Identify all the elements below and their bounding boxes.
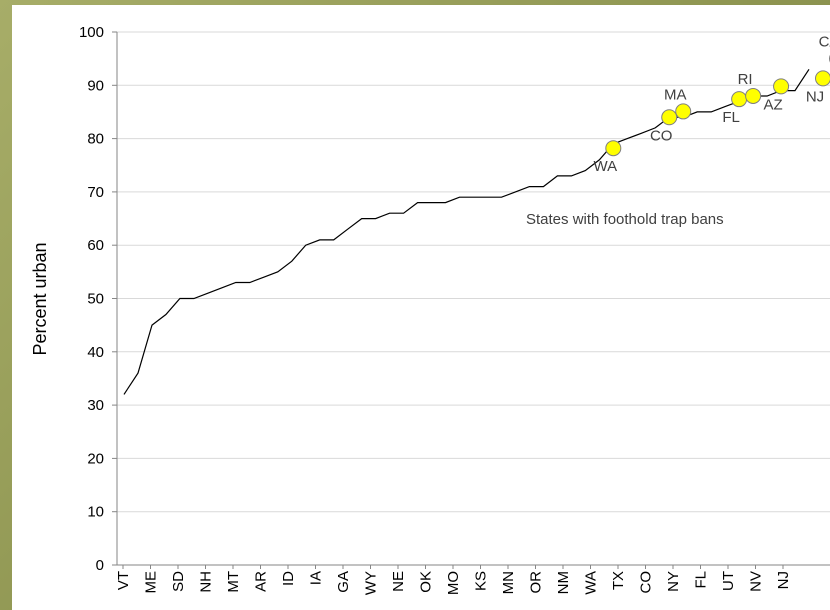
foothold-trap-bans-annotation: States with foothold trap bans bbox=[526, 211, 724, 228]
y-tick-label-40: 40 bbox=[87, 344, 104, 361]
marker-label-ri: RI bbox=[738, 71, 753, 88]
x-tick-label-wy: WY bbox=[363, 571, 380, 595]
x-tick-label-tx: TX bbox=[610, 571, 627, 590]
highlighted-state-labels: WA CO MA FL RI AZ NJ CA bbox=[593, 34, 830, 176]
x-axis-tick-labels: VT ME SD NH MT AR ID IA GA WY NE OK MO KS MN OR NM WA TX CO… bbox=[115, 571, 792, 595]
x-tick-label-id: ID bbox=[280, 571, 297, 586]
marker-az bbox=[773, 78, 790, 95]
y-tick-label-70: 70 bbox=[87, 184, 104, 201]
marker-ma bbox=[675, 103, 692, 120]
x-tick-label-nj: NJ bbox=[775, 571, 792, 589]
y-tick-label-20: 20 bbox=[87, 450, 104, 467]
y-tick-label-50: 50 bbox=[87, 291, 104, 308]
gridlines bbox=[117, 31, 830, 513]
marker-fl bbox=[731, 91, 748, 108]
x-tick-label-fl: FL bbox=[693, 571, 710, 589]
marker-label-co: CO bbox=[650, 127, 673, 144]
x-tick-label-ia: IA bbox=[308, 571, 325, 585]
x-tick-label-mt: MT bbox=[225, 571, 242, 593]
y-tick-label-100: 100 bbox=[79, 24, 104, 41]
x-tick-label-ks: KS bbox=[473, 571, 490, 591]
axes bbox=[112, 31, 830, 569]
highlighted-state-markers bbox=[605, 54, 830, 157]
y-axis-tick-labels: 0 10 20 30 40 50 60 70 80 90 100 bbox=[79, 24, 104, 574]
marker-label-az: AZ bbox=[763, 96, 782, 113]
y-tick-label-10: 10 bbox=[87, 504, 104, 521]
x-tick-label-nm: NM bbox=[555, 571, 572, 594]
y-axis-title: Percent urban bbox=[30, 242, 50, 355]
chart-panel: 0 10 20 30 40 50 60 70 80 90 100 VT ME SD NH MT AR ID IA G… bbox=[12, 5, 830, 610]
urban-percentage-line-chart: 0 10 20 30 40 50 60 70 80 90 100 VT ME SD NH MT AR ID IA G… bbox=[30, 24, 830, 595]
x-tick-label-mn: MN bbox=[500, 571, 517, 594]
x-tick-label-ne: NE bbox=[390, 571, 407, 592]
x-tick-label-mo: MO bbox=[445, 571, 462, 595]
y-tick-label-60: 60 bbox=[87, 237, 104, 254]
y-tick-label-30: 30 bbox=[87, 397, 104, 414]
x-tick-label-wa: WA bbox=[583, 571, 600, 595]
x-tick-label-or: OR bbox=[528, 571, 545, 594]
y-tick-label-0: 0 bbox=[96, 557, 104, 574]
y-tick-label-80: 80 bbox=[87, 131, 104, 148]
x-tick-label-ar: AR bbox=[253, 571, 270, 592]
x-tick-label-me: ME bbox=[143, 571, 160, 594]
x-tick-label-ny: NY bbox=[665, 571, 682, 592]
data-series bbox=[123, 68, 810, 395]
x-tick-label-ok: OK bbox=[418, 571, 435, 593]
marker-label-nj: NJ bbox=[806, 88, 824, 105]
x-tick-label-sd: SD bbox=[170, 571, 187, 592]
marker-label-wa: WA bbox=[593, 158, 617, 175]
x-tick-label-co: CO bbox=[638, 571, 655, 594]
marker-label-fl: FL bbox=[722, 109, 740, 126]
marker-label-ca: CA bbox=[819, 34, 830, 51]
x-tick-label-ga: GA bbox=[335, 571, 352, 593]
x-tick-label-nv: NV bbox=[748, 571, 765, 592]
y-tick-label-90: 90 bbox=[87, 77, 104, 94]
marker-wa bbox=[605, 140, 622, 157]
marker-label-ma: MA bbox=[664, 86, 687, 103]
x-tick-label-vt: VT bbox=[115, 571, 132, 590]
marker-co bbox=[661, 109, 678, 126]
marker-nj bbox=[815, 70, 830, 87]
marker-ri bbox=[745, 87, 762, 104]
x-tick-label-nh: NH bbox=[198, 571, 215, 593]
x-tick-label-ut: UT bbox=[720, 571, 737, 591]
percent-urban-line bbox=[123, 68, 810, 395]
